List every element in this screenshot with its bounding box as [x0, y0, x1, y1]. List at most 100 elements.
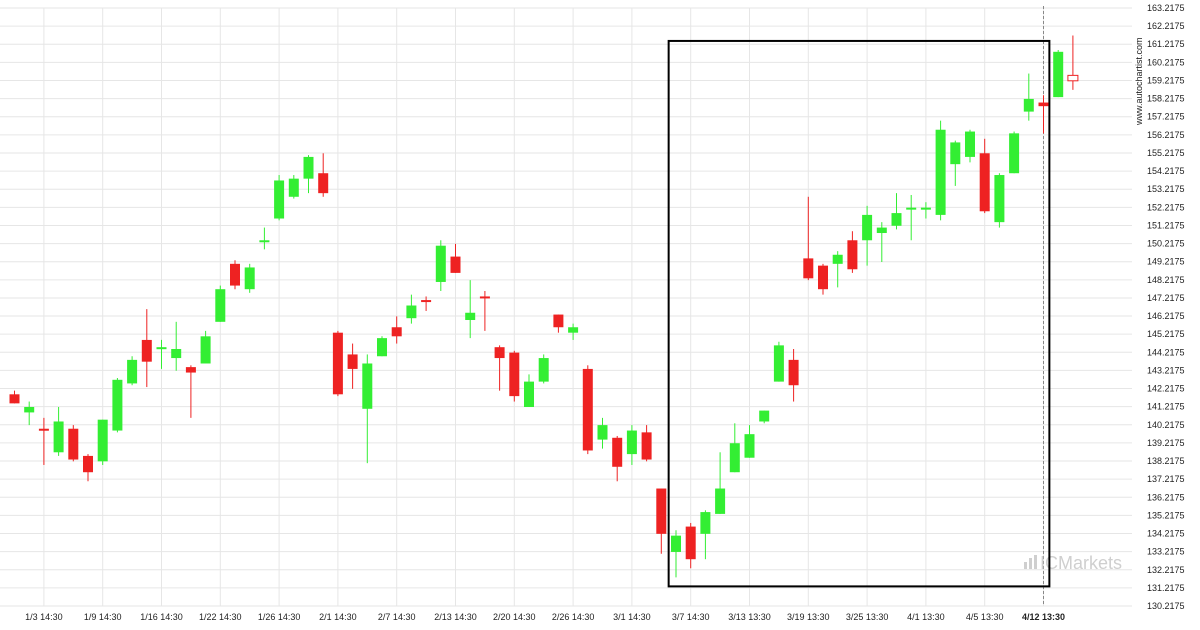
y-tick-label: 158.2175	[1147, 94, 1185, 104]
candle-body	[891, 213, 902, 226]
y-tick-label: 133.2175	[1147, 547, 1185, 557]
y-tick-label: 162.2175	[1147, 21, 1185, 31]
candle	[450, 243, 461, 273]
candle-body	[318, 173, 329, 194]
y-tick-label: 151.2175	[1147, 220, 1185, 230]
x-tick-label: 3/7 14:30	[672, 612, 710, 622]
candle	[891, 193, 902, 230]
x-tick-label: 1/22 14:30	[199, 612, 242, 622]
candle-body	[759, 410, 770, 422]
candle	[553, 314, 564, 333]
candle-body	[171, 348, 182, 359]
candle-body	[1009, 133, 1020, 174]
candle-body	[773, 345, 784, 382]
candle	[935, 120, 946, 221]
candle	[803, 196, 814, 281]
candle	[494, 345, 505, 391]
candle	[24, 401, 35, 426]
candle-body	[406, 305, 417, 319]
candle-body	[24, 406, 35, 413]
y-tick-label: 152.2175	[1147, 202, 1185, 212]
candle-body	[391, 327, 402, 337]
candle	[715, 452, 726, 514]
x-tick-label: 1/26 14:30	[258, 612, 301, 622]
candle-body	[965, 131, 975, 157]
candle	[112, 377, 123, 433]
candle	[303, 155, 314, 194]
candle	[597, 417, 608, 449]
candle	[127, 356, 138, 386]
y-tick-label: 141.2175	[1147, 402, 1185, 412]
candle	[1067, 35, 1079, 90]
candle-body	[68, 428, 79, 460]
y-tick-label: 144.2175	[1147, 347, 1185, 357]
x-tick-label: 1/16 14:30	[140, 612, 183, 622]
y-tick-label: 163.2175	[1147, 3, 1185, 13]
candle-body	[1023, 98, 1034, 112]
candle-body	[729, 443, 740, 473]
candle	[1053, 49, 1064, 98]
candle-body	[818, 265, 828, 290]
pattern-box	[667, 39, 1051, 588]
y-tick-label: 148.2175	[1147, 275, 1185, 285]
candle	[68, 425, 79, 462]
candle	[200, 330, 211, 364]
candle-body	[421, 300, 432, 303]
x-tick-label: 3/25 13:30	[846, 612, 889, 622]
candle	[1038, 95, 1049, 134]
candle-body	[582, 368, 593, 451]
candle-body	[1038, 102, 1049, 107]
y-tick-label: 136.2175	[1147, 492, 1185, 502]
candle	[274, 175, 285, 221]
candle-body	[553, 314, 564, 328]
x-tick-label: 1/9 14:30	[84, 612, 122, 622]
candle-body	[1067, 74, 1079, 82]
candle	[612, 435, 623, 482]
candle-body	[950, 142, 961, 165]
candle-body	[906, 207, 917, 210]
candle	[509, 350, 520, 402]
candle-body	[259, 240, 270, 243]
logo-text: ICMarkets	[1040, 553, 1122, 573]
candle	[435, 240, 446, 292]
y-tick-label: 135.2175	[1147, 510, 1185, 520]
candle-body	[509, 352, 520, 397]
y-tick-label: 145.2175	[1147, 329, 1185, 339]
y-tick-label: 132.2175	[1147, 565, 1185, 575]
candle	[1023, 73, 1034, 121]
candle	[759, 410, 770, 424]
y-tick-label: 143.2175	[1147, 365, 1185, 375]
candle-body	[435, 245, 446, 282]
watermark-url: www.autochartist.com	[1134, 37, 1144, 126]
candle-body	[9, 394, 20, 404]
candle	[685, 522, 696, 569]
highlight-box	[667, 39, 1051, 588]
y-tick-label: 154.2175	[1147, 166, 1185, 176]
candle	[377, 336, 387, 357]
candle-body	[994, 175, 1005, 223]
candle-body	[347, 354, 358, 369]
x-tick-label: 3/13 13:30	[728, 612, 771, 622]
candle-body	[685, 526, 696, 560]
candle-body	[641, 432, 652, 460]
candle-body	[38, 428, 49, 431]
candle-body	[803, 258, 814, 279]
candle-body	[362, 363, 373, 409]
candle-body	[332, 332, 343, 395]
candle	[215, 285, 226, 322]
x-axis: 1/3 14:30 1/9 14:30 1/16 14:30 1/22 14:30 1/…	[25, 612, 1065, 622]
gridlines	[0, 6, 1132, 607]
candle	[876, 222, 887, 263]
candle-body	[83, 455, 93, 473]
candle-body	[97, 419, 108, 462]
candle	[9, 390, 20, 404]
x-tick-label: 2/1 14:30	[319, 612, 357, 622]
candle-body	[185, 367, 196, 373]
candle-body	[53, 421, 64, 453]
candle-body	[303, 156, 314, 179]
y-axis: 163.2175 162.2175 161.2175 160.2175 159.2175…	[1147, 3, 1185, 611]
y-tick-label: 139.2175	[1147, 438, 1185, 448]
bar-chart-icon	[1024, 555, 1037, 569]
candle	[332, 330, 343, 397]
